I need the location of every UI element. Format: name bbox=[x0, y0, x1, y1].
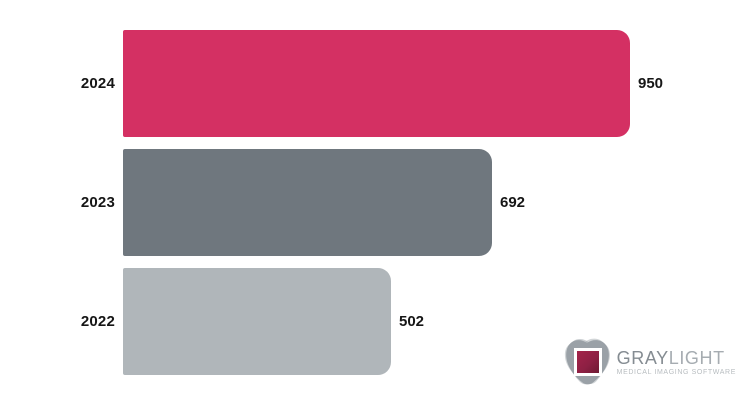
chart-row: 2024 950 bbox=[0, 30, 744, 137]
brand-name-secondary: LIGHT bbox=[668, 348, 725, 368]
graylight-logo-text: GRAYLIGHT MEDICAL IMAGING SOFTWARE bbox=[617, 348, 736, 376]
category-label: 2022 bbox=[80, 313, 115, 330]
value-label: 950 bbox=[638, 75, 664, 92]
bar bbox=[123, 30, 630, 137]
chart-row: 2022 502 bbox=[0, 268, 744, 375]
chart-row: 2023 692 bbox=[0, 149, 744, 256]
category-label: 2024 bbox=[80, 75, 115, 92]
bar-chart: 2024 950 2023 692 2022 502 bbox=[0, 30, 744, 387]
bar bbox=[123, 268, 391, 375]
value-label: 692 bbox=[500, 194, 526, 211]
brand-tagline: MEDICAL IMAGING SOFTWARE bbox=[616, 369, 736, 376]
graylight-blob-icon bbox=[564, 338, 610, 385]
brand-name: GRAYLIGHT bbox=[617, 348, 736, 368]
brand-name-primary: GRAY bbox=[616, 348, 669, 368]
bar bbox=[123, 149, 492, 256]
graylight-logo: GRAYLIGHT MEDICAL IMAGING SOFTWARE bbox=[562, 336, 736, 388]
value-label: 502 bbox=[399, 313, 425, 330]
category-label: 2023 bbox=[80, 194, 115, 211]
